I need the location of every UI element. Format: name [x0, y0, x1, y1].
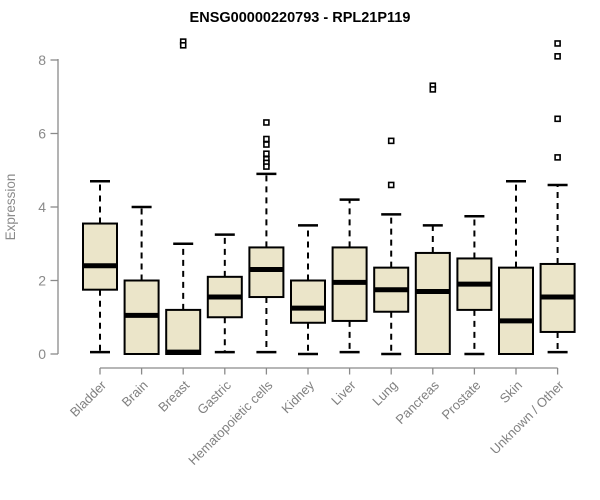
outlier-point — [263, 150, 270, 158]
outlier-point — [179, 41, 187, 49]
outlier-point — [387, 137, 395, 145]
category-label: Kidney — [278, 377, 317, 416]
y-tick-label: 2 — [38, 273, 46, 289]
y-tick-label: 4 — [38, 199, 46, 215]
outlier-point — [554, 154, 561, 161]
category-label: Prostate — [439, 378, 484, 423]
outlier-point — [263, 163, 270, 170]
outlier-point — [263, 119, 270, 126]
y-tick-label: 8 — [38, 52, 46, 68]
outlier-point — [263, 135, 270, 143]
category-label: Skin — [497, 378, 525, 406]
outlier-point — [263, 141, 270, 148]
category-label: Unknown / Other — [487, 377, 567, 457]
category-label: Liver — [328, 377, 359, 408]
box — [82, 222, 118, 291]
outlier-point — [387, 181, 395, 189]
chart-title: ENSG00000220793 - RPL21P119 — [190, 10, 411, 26]
box — [248, 246, 285, 299]
category-label: Lung — [369, 378, 400, 409]
y-axis-label: Expression — [3, 174, 18, 241]
box — [414, 251, 451, 355]
outlier-point — [429, 86, 437, 93]
category-label: Pancreas — [392, 377, 442, 427]
outlier-point — [554, 53, 561, 60]
box — [290, 279, 326, 324]
category-label: Breast — [155, 377, 192, 414]
outlier-point — [554, 40, 561, 47]
box — [165, 308, 202, 355]
box — [498, 266, 534, 356]
y-tick-label: 6 — [38, 126, 46, 142]
y-tick-label: 0 — [38, 346, 46, 362]
category-label: Brain — [119, 378, 151, 410]
outlier-point — [554, 115, 561, 123]
category-label: Bladder — [67, 377, 110, 420]
category-label: Gastric — [194, 377, 234, 417]
